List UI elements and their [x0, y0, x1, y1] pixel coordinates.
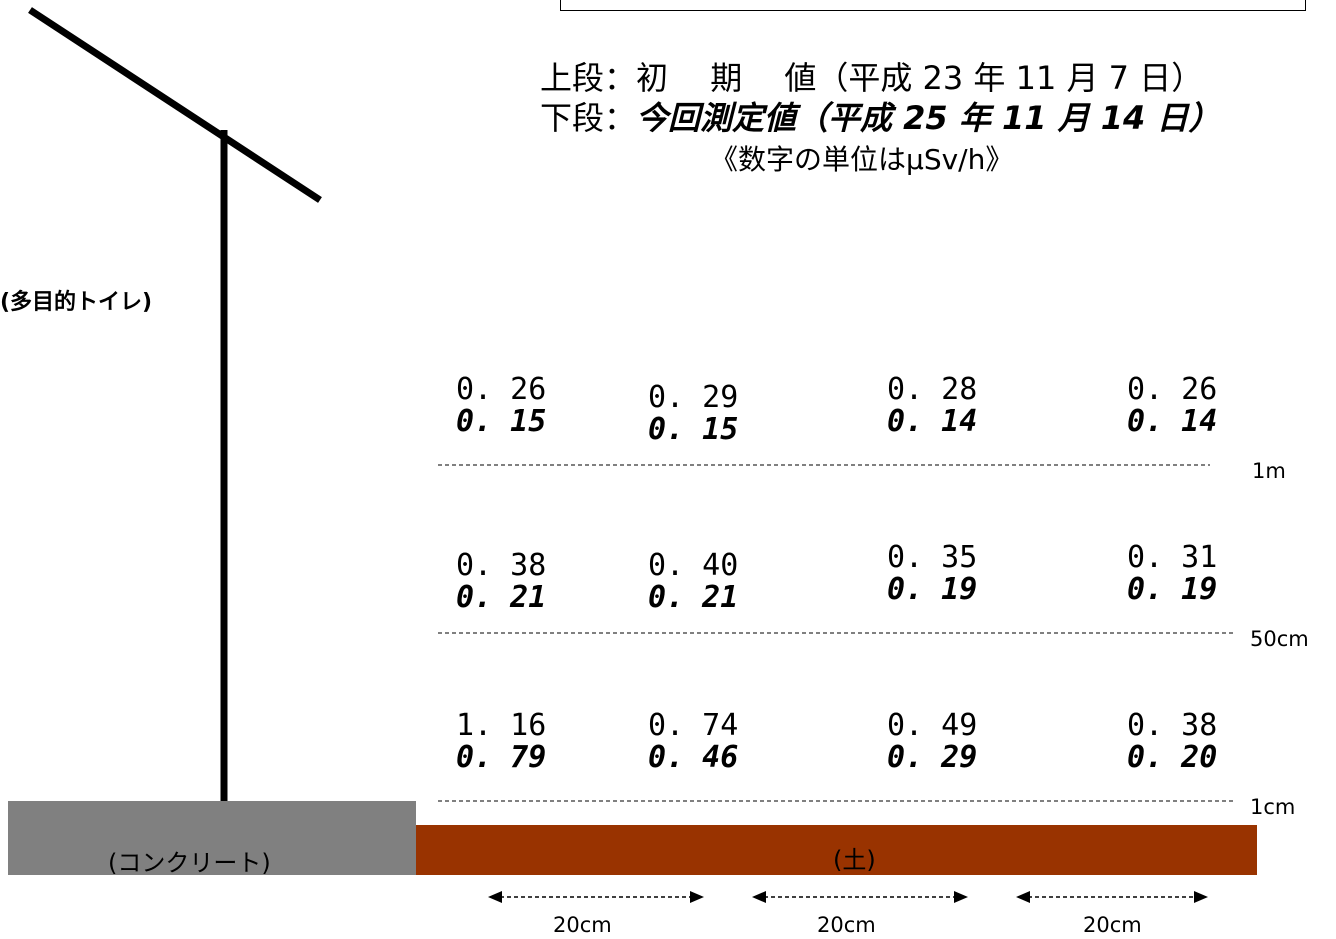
initial-value: 0. 26 [1127, 372, 1218, 407]
distance-label-2: 20cm [817, 913, 876, 937]
height-label-50cm: 50cm [1250, 627, 1309, 651]
distance-arrow-1 [488, 891, 704, 903]
initial-value: 0. 74 [648, 708, 739, 743]
initial-value: 0. 28 [887, 372, 978, 407]
current-value: 0. 29 [887, 740, 978, 775]
legend-lower-row: 下段：今回測定値（平成 25 年 11 月 14 日） [540, 98, 1220, 138]
current-value: 0. 21 [648, 580, 739, 615]
measurement-50cm-col4: 0. 31 0. 19 [1127, 541, 1217, 607]
measurement-1cm-col4: 0. 38 0. 20 [1127, 709, 1217, 775]
concrete-label: (コンクリート) [108, 849, 271, 877]
initial-value: 1. 16 [456, 708, 547, 743]
roof-line [28, 7, 322, 203]
distance-label-3: 20cm [1083, 913, 1142, 937]
legend-upper-text: 初 期 値（平成 23 年 11 月 7 日） [636, 59, 1204, 97]
measurement-1m-col2: 0. 29 0. 15 [648, 381, 738, 447]
header-box-edge [560, 0, 1306, 11]
initial-value: 0. 26 [456, 372, 547, 407]
current-value: 0. 19 [887, 572, 978, 607]
current-value: 0. 15 [648, 412, 739, 447]
current-value: 0. 14 [887, 404, 978, 439]
initial-value: 0. 38 [456, 548, 547, 583]
current-value: 0. 20 [1127, 740, 1218, 775]
legend-upper-row: 上段：初 期 値（平成 23 年 11 月 7 日） [540, 58, 1220, 98]
legend-upper-prefix: 上段： [540, 59, 637, 97]
height-label-1cm: 1cm [1250, 795, 1296, 819]
measurement-1m-col1: 0. 26 0. 15 [456, 373, 546, 439]
current-value: 0. 46 [648, 740, 739, 775]
current-value: 0. 21 [456, 580, 547, 615]
initial-value: 0. 29 [648, 380, 739, 415]
concrete-block [8, 801, 416, 875]
measurement-1cm-col2: 0. 74 0. 46 [648, 709, 738, 775]
initial-value: 0. 35 [887, 540, 978, 575]
legend: 上段：初 期 値（平成 23 年 11 月 7 日） 下段：今回測定値（平成 2… [540, 58, 1220, 138]
legend-lower-text: 今回測定値（平成 25 年 11 月 14 日） [636, 99, 1221, 137]
height-label-1m: 1m [1252, 459, 1286, 483]
soil-label: (土) [833, 846, 876, 874]
measurement-1cm-col1: 1. 16 0. 79 [456, 709, 546, 775]
soil-block [416, 825, 1257, 875]
distance-arrow-2 [752, 891, 968, 903]
current-value: 0. 15 [456, 404, 547, 439]
current-value: 0. 79 [456, 740, 547, 775]
initial-value: 0. 38 [1127, 708, 1218, 743]
measurement-1m-col3: 0. 28 0. 14 [887, 373, 977, 439]
measurement-50cm-col1: 0. 38 0. 21 [456, 549, 546, 615]
toilet-label: (多目的トイレ) [0, 290, 153, 315]
distance-label-1: 20cm [553, 913, 612, 937]
legend-lower-prefix: 下段： [540, 99, 637, 137]
initial-value: 0. 49 [887, 708, 978, 743]
initial-value: 0. 40 [648, 548, 739, 583]
distance-arrow-3 [1016, 891, 1208, 903]
measurement-1m-col4: 0. 26 0. 14 [1127, 373, 1217, 439]
measurement-50cm-col3: 0. 35 0. 19 [887, 541, 977, 607]
current-value: 0. 19 [1127, 572, 1218, 607]
unit-note: 《数字の単位はμSv/h》 [710, 143, 1014, 176]
initial-value: 0. 31 [1127, 540, 1218, 575]
measurement-50cm-col2: 0. 40 0. 21 [648, 549, 738, 615]
current-value: 0. 14 [1127, 404, 1218, 439]
measurement-1cm-col3: 0. 49 0. 29 [887, 709, 977, 775]
